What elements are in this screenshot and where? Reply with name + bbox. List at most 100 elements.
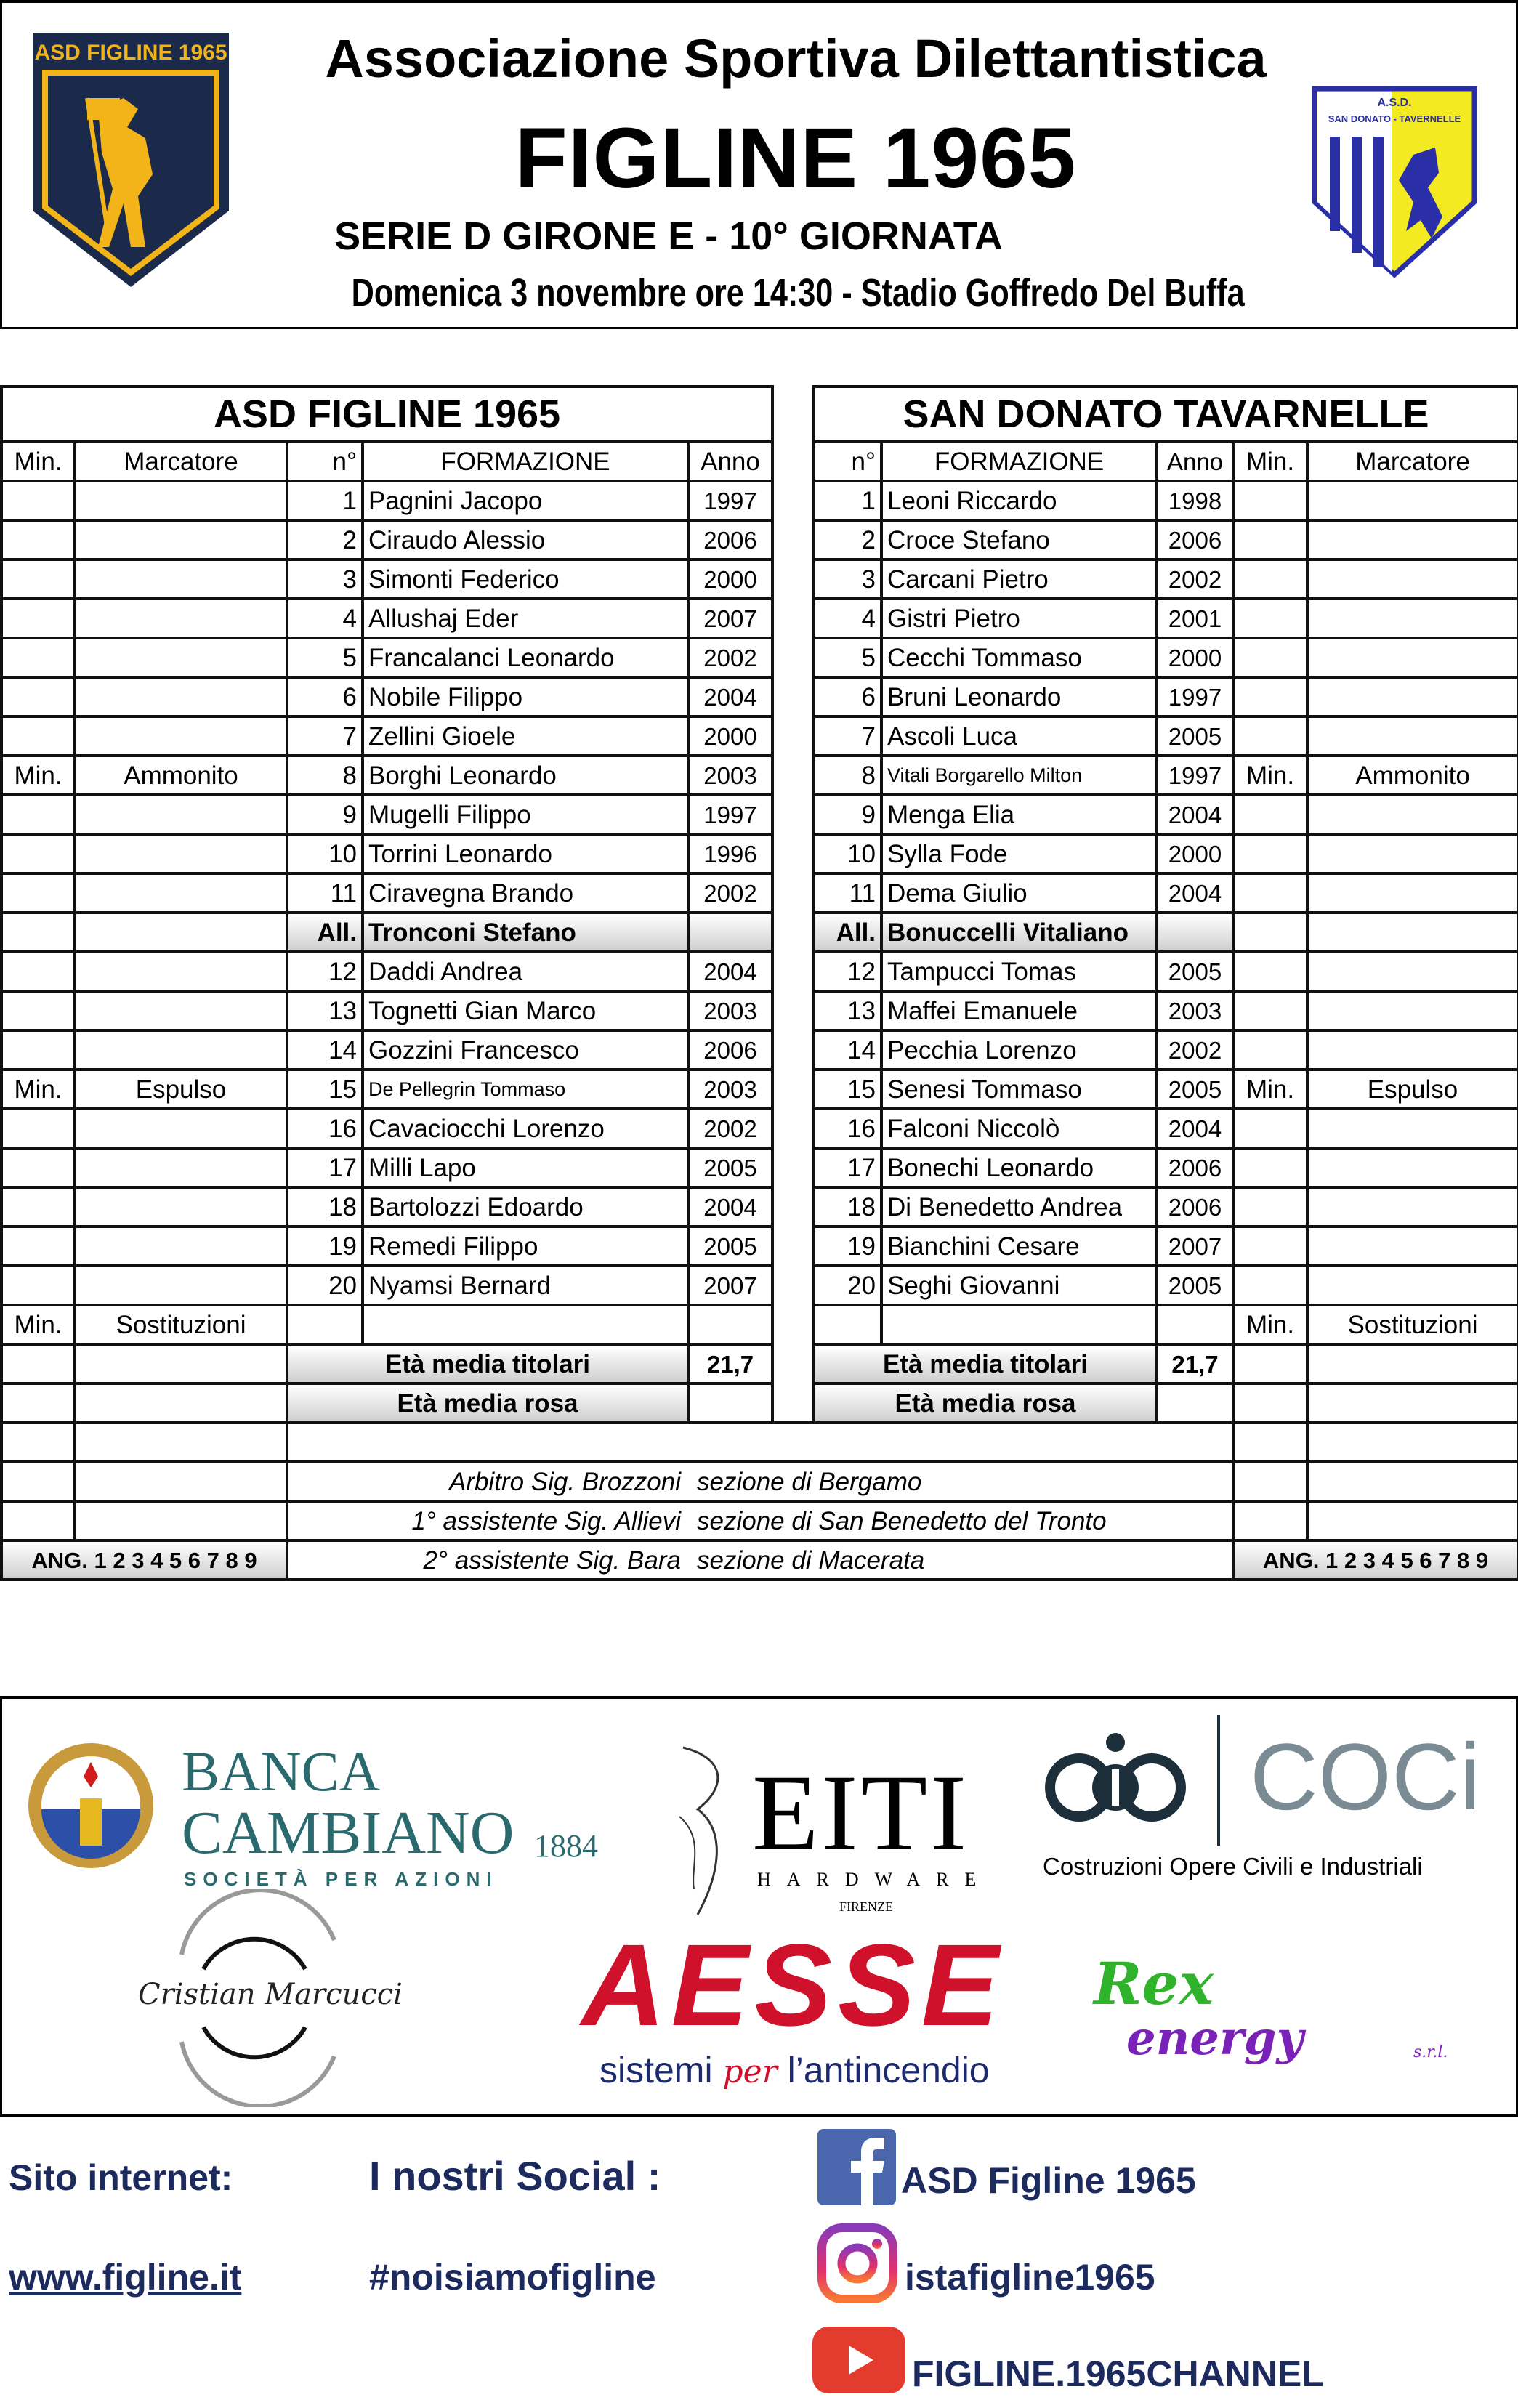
average-age-squad-label: Età media rosa [812,1382,1159,1424]
youtube-link[interactable]: FIGLINE.1965CHANNEL [912,2354,1324,2394]
average-age-squad-value [1155,1382,1235,1424]
rex-line1: Rex [1094,1950,1214,2018]
header-year: Anno [686,440,775,482]
sponsor-aesse: AESSE sistemi per l’antincendio [581,1927,1061,2109]
player-name: Daddi Andrea [361,950,690,993]
minute-cell [0,990,76,1032]
association-title: Associazione Sportiva Dilettantistica [325,28,1267,89]
official-section: sezione di Bergamo [697,1467,922,1496]
birth-year [1155,911,1235,953]
shirt-number: 5 [812,637,884,679]
scorer-cell [73,1500,288,1542]
scorer-cell [1306,676,1518,718]
minute-cell: Min. [0,1304,76,1346]
scorer-cell [73,558,288,600]
shirt-number: 2 [286,519,364,561]
shirt-number: 9 [286,793,364,836]
player-row: 20 Nyamsi Bernard 2007 20 Seghi Giovanni 2005 [0,1264,1518,1306]
coci-emblem [1045,1733,1186,1822]
scorer-cell [73,1186,288,1228]
eiti-emblem [679,1746,719,1915]
minute-cell [1232,715,1309,757]
shirt-number: 12 [286,950,364,993]
shirt-number: 16 [286,1107,364,1150]
marker-label: Sostituzioni [1306,1304,1518,1346]
instagram-icon[interactable] [817,2223,897,2303]
shirt-number: 18 [812,1186,884,1228]
minute-cell [0,872,76,914]
shirt-number: 14 [812,1029,884,1071]
average-age-squad-label: Età media rosa [286,1382,690,1424]
minute-cell [1232,676,1309,718]
gap-cell [771,481,816,520]
official-section: sezione di San Benedetto del Tronto [697,1506,1107,1535]
minute-cell [1232,1029,1309,1071]
average-age-squad-row: Età media rosa Età media rosa [0,1382,1518,1424]
minute-cell [0,1382,76,1424]
minute-cell [0,558,76,600]
player-row: 2 Ciraudo Alessio 2006 2 Croce Stefano 2006 [0,519,1518,561]
player-name: Bonechi Leonardo [880,1147,1159,1189]
site-link[interactable]: www.figline.it [9,2257,242,2298]
scorer-cell [1306,597,1518,639]
player-name: Ciraudo Alessio [361,519,690,561]
marker-label: Espulso [1306,1068,1518,1110]
gap-cell [771,1187,816,1227]
banca-line2: CAMBIANO [182,1799,514,1867]
birth-year: 1997 [686,793,775,836]
minute-cell [1232,519,1309,561]
eiti-name: EITI [752,1753,970,1873]
official-cell: 2° assistente Sig. Bara sezione di Macera… [285,1539,1235,1581]
scorer-cell [73,1107,288,1150]
player-row: 9 Mugelli Filippo 1997 9 Menga Elia 2004 [0,793,1518,836]
birth-year: 2005 [686,1147,775,1189]
average-age-starters-value: 21,7 [686,1343,775,1385]
minute-cell [0,793,76,836]
facebook-icon[interactable] [817,2129,896,2205]
gap-cell [771,991,816,1030]
minute-cell [1232,950,1309,993]
instagram-link[interactable]: istafigline1965 [905,2257,1155,2298]
gap-cell [771,1227,816,1266]
minute-cell [1232,833,1309,875]
header-number: n° [286,440,364,482]
minute-cell: Min. [0,1068,76,1110]
shirt-number: 14 [286,1029,364,1071]
shirt-number: 18 [286,1186,364,1228]
header-lineup: FORMAZIONE [880,440,1159,482]
official-role: 1° assistente Sig. Allievi [411,1506,681,1535]
scorer-cell [73,519,288,561]
shirt-number: 7 [812,715,884,757]
official-row: 1° assistente Sig. Allievi sezione di San… [0,1500,1518,1542]
sponsor-cristian-marcucci: Cristian Marcucci [138,1889,429,2107]
player-name: Gozzini Francesco [361,1029,690,1071]
scorer-cell [1306,637,1518,679]
birth-year: 2002 [1155,1029,1235,1071]
birth-year: 2002 [686,1107,775,1150]
shirt-number: 10 [812,833,884,875]
shirt-number: 19 [812,1225,884,1267]
gap-cell [771,834,816,873]
official-role: Arbitro Sig. Brozzoni [448,1467,681,1496]
scorer-cell [73,1225,288,1267]
youtube-icon[interactable] [812,2327,905,2393]
birth-year: 2002 [686,637,775,679]
cell [880,1304,1159,1346]
player-name: Pecchia Lorenzo [880,1029,1159,1071]
scorer-cell [73,1382,288,1424]
scorer-cell [1306,1382,1518,1424]
birth-year: 2007 [686,1264,775,1306]
column-header-row: Min. Marcatore n° FORMAZIONE Anno n° FORMAZION… [0,440,1518,482]
minute-cell [1232,1147,1309,1189]
gap-cell [771,795,816,834]
official-row: ANG. 1 2 3 4 5 6 7 8 9 2° assistente Sig.… [0,1539,1518,1581]
scorer-cell [1306,1421,1518,1463]
scorer-cell [1306,833,1518,875]
minute-cell [1232,911,1309,953]
facebook-link[interactable]: ASD Figline 1965 [901,2160,1196,2201]
birth-year: 2001 [1155,597,1235,639]
player-name: Menga Elia [880,793,1159,836]
gap-cell [771,677,816,716]
minute-cell [0,1029,76,1071]
minute-cell [1232,1460,1309,1503]
